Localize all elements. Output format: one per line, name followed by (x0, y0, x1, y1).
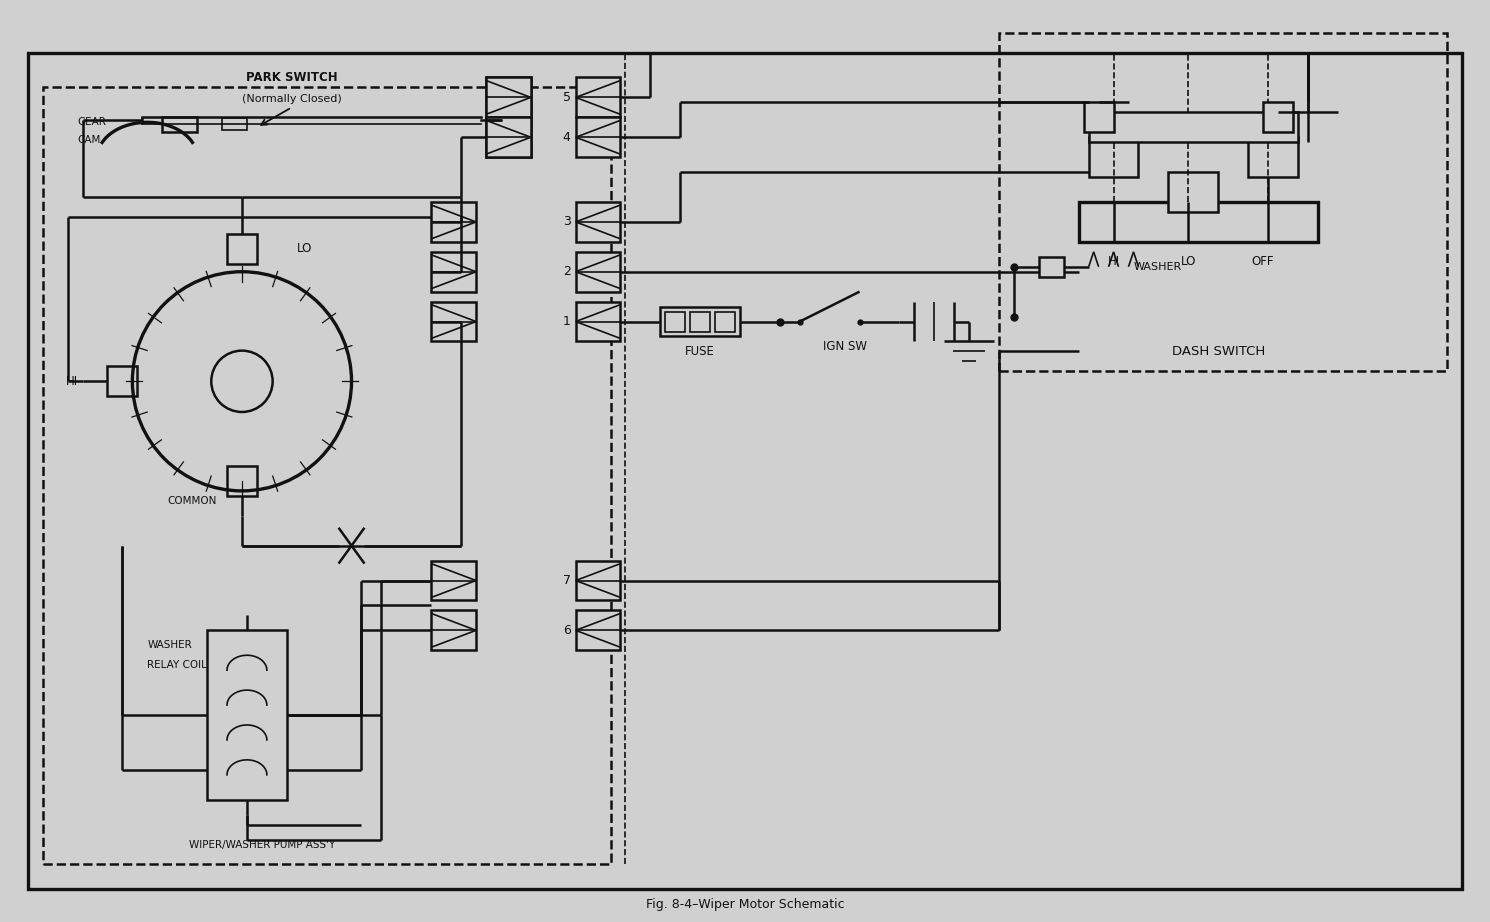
Text: WASHER: WASHER (148, 640, 192, 650)
Bar (43, 88, 611, 865)
Text: LO: LO (1180, 255, 1196, 268)
Bar (162, 117, 197, 132)
Bar (1168, 172, 1219, 212)
Text: 3: 3 (563, 216, 571, 229)
Bar (486, 117, 530, 157)
Text: HI: HI (1107, 255, 1119, 268)
Text: HI: HI (66, 375, 77, 388)
Bar (690, 312, 711, 332)
Text: WIPER/WASHER PUMP ASS'Y: WIPER/WASHER PUMP ASS'Y (189, 840, 335, 849)
Text: OFF: OFF (1252, 255, 1274, 268)
Text: (Normally Closed): (Normally Closed) (241, 94, 341, 104)
Bar (222, 118, 247, 130)
Text: COMMON: COMMON (168, 496, 218, 506)
Bar (486, 77, 530, 157)
Bar (226, 466, 256, 496)
Text: GEAR: GEAR (77, 117, 106, 127)
Bar (431, 610, 475, 650)
Text: PARK SWITCH: PARK SWITCH (246, 71, 338, 84)
Bar (431, 202, 475, 242)
Text: 7: 7 (563, 574, 571, 587)
Bar (1089, 137, 1138, 177)
Bar (575, 117, 620, 157)
Text: WASHER: WASHER (1134, 262, 1182, 272)
Text: FUSE: FUSE (685, 345, 715, 358)
Bar (431, 561, 475, 600)
Bar (575, 252, 620, 291)
Bar (1039, 257, 1064, 277)
Bar (715, 312, 735, 332)
Bar (1264, 102, 1293, 132)
Bar (575, 610, 620, 650)
Bar (1079, 202, 1317, 242)
Bar (575, 301, 620, 341)
Text: Fig. 8-4–Wiper Motor Schematic: Fig. 8-4–Wiper Motor Schematic (645, 898, 845, 911)
Text: 6: 6 (563, 624, 571, 637)
Text: 1: 1 (563, 315, 571, 328)
Bar (207, 631, 286, 799)
Text: 2: 2 (563, 266, 571, 278)
Bar (575, 202, 620, 242)
Text: LO: LO (297, 242, 311, 255)
Text: 4: 4 (563, 131, 571, 144)
Bar (226, 234, 256, 264)
Bar (431, 252, 475, 291)
Bar (998, 32, 1447, 372)
Bar (1089, 112, 1298, 142)
Text: RELAY COIL: RELAY COIL (148, 660, 207, 670)
Bar (575, 77, 620, 117)
Text: CAM: CAM (77, 136, 101, 146)
Text: 5: 5 (563, 91, 571, 104)
Bar (431, 301, 475, 341)
Text: IGN SW: IGN SW (822, 340, 867, 353)
Bar (1083, 102, 1113, 132)
Bar (107, 366, 137, 396)
Text: DASH SWITCH: DASH SWITCH (1171, 345, 1265, 358)
Bar (660, 307, 741, 337)
Bar (486, 77, 530, 117)
Bar (1249, 137, 1298, 177)
Bar (666, 312, 685, 332)
Bar (575, 561, 620, 600)
